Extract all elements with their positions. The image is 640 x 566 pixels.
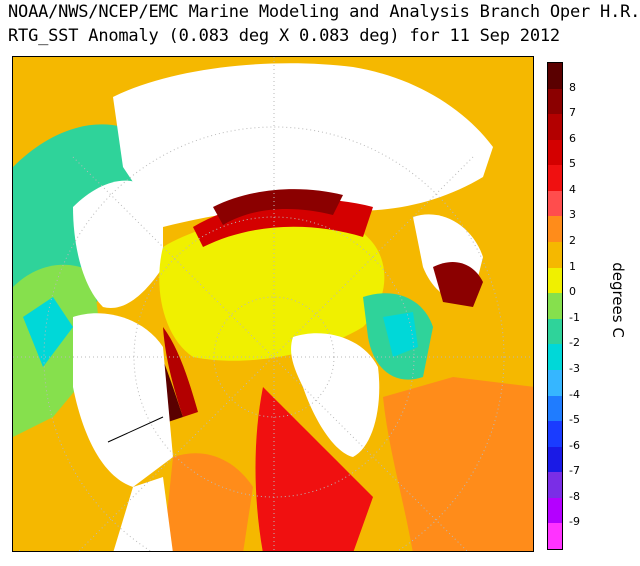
color-swatch — [548, 216, 562, 243]
color-scale-tick-label: -1 — [569, 310, 580, 324]
map-title: NOAA/NWS/NCEP/EMC Marine Modeling and An… — [8, 2, 640, 22]
atlantic-warm — [255, 387, 373, 551]
color-swatch — [548, 318, 562, 345]
color-scale-tick-label: 2 — [569, 234, 576, 248]
hudson-bay-anomaly — [163, 453, 253, 551]
color-scale-tick-label: -3 — [569, 361, 580, 375]
color-scale-tick-label: -7 — [569, 464, 580, 478]
color-swatch — [548, 293, 562, 320]
color-swatch — [548, 395, 562, 422]
color-swatch — [548, 242, 562, 269]
labrador-land — [113, 477, 173, 551]
polar-map-svg — [13, 57, 533, 551]
color-scale-tick-label: 8 — [569, 80, 576, 94]
color-swatch — [548, 446, 562, 473]
color-swatch — [548, 88, 562, 115]
color-swatch — [548, 369, 562, 397]
barents-cold — [383, 312, 418, 357]
color-swatch — [548, 114, 562, 141]
color-scale-tick-label: -8 — [569, 489, 580, 503]
color-scale-tick-label: 7 — [569, 106, 576, 120]
siberian-shelf-hot — [213, 189, 343, 225]
graticule — [13, 57, 533, 551]
color-swatch — [548, 344, 562, 371]
cold-pocket-west — [23, 297, 73, 367]
alaska-land — [73, 180, 163, 308]
color-scale-tick-label: -2 — [569, 336, 580, 350]
color-swatch — [548, 267, 562, 294]
color-scale-bar — [547, 62, 563, 550]
color-swatch — [548, 472, 562, 499]
color-scale-tick-label: 3 — [569, 208, 576, 222]
greenland-land — [291, 333, 380, 457]
color-swatch — [548, 421, 562, 448]
color-scale-tick-label: 5 — [569, 157, 576, 171]
beaufort-warm — [163, 327, 198, 417]
color-scale-tick-label: 6 — [569, 131, 576, 145]
color-scale-tick-label: -6 — [569, 438, 580, 452]
dateline-marker — [107, 416, 164, 443]
color-scale-tick-label: 4 — [569, 182, 576, 196]
color-scale-tick-label: -4 — [569, 387, 580, 401]
color-swatch — [548, 63, 562, 90]
units-label: degrees C — [609, 262, 627, 338]
color-scale-tick-label: 0 — [569, 285, 576, 299]
white-sea-hot — [433, 262, 483, 307]
map-subtitle: RTG_SST Anomaly (0.083 deg X 0.083 deg) … — [8, 26, 560, 46]
color-swatch — [548, 523, 562, 550]
bering-anomaly — [13, 264, 103, 437]
sst-anomaly-map — [12, 56, 534, 552]
color-swatch — [548, 139, 562, 166]
color-swatch — [548, 190, 562, 217]
color-scale-tick-label: -5 — [569, 413, 580, 427]
color-swatch — [548, 497, 562, 524]
color-scale-tick-label: 1 — [569, 259, 576, 273]
siberia-land — [113, 63, 493, 227]
color-scale-tick-label: -9 — [569, 515, 580, 529]
arctic-central-anomaly — [159, 216, 385, 361]
color-swatch — [548, 165, 562, 192]
